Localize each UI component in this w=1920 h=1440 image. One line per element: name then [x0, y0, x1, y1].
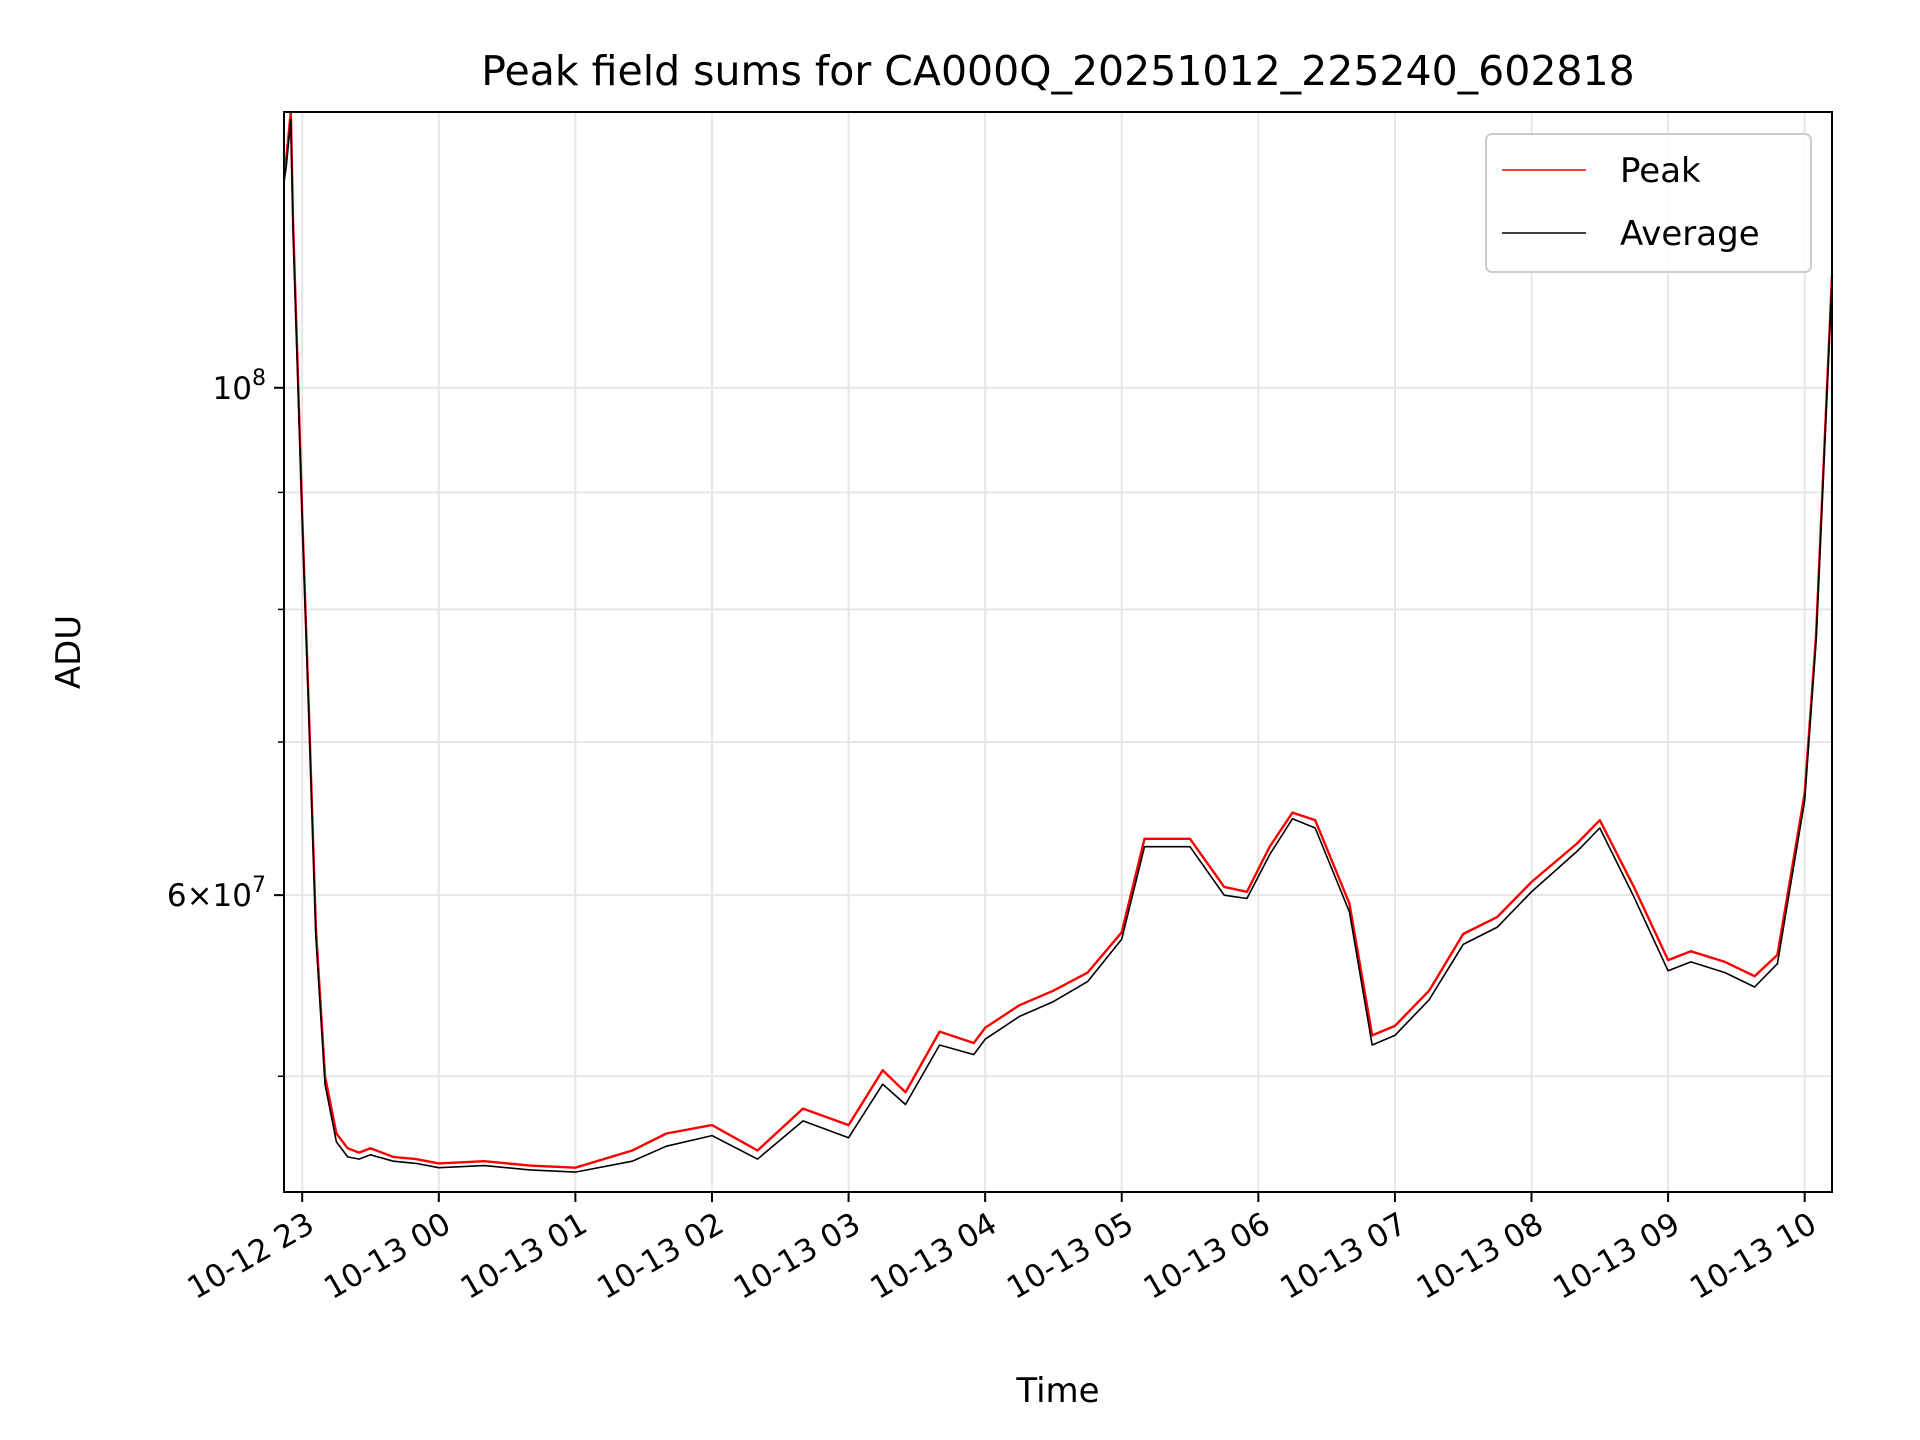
x-tick-label: 10-13 09 [1547, 1206, 1686, 1307]
legend-label-peak: Peak [1620, 151, 1701, 191]
x-tick-label: 10-13 01 [455, 1206, 594, 1307]
x-tick-label: 10-13 05 [1001, 1206, 1140, 1307]
x-axis-label: Time [1015, 1371, 1099, 1411]
x-tick-label: 10-13 00 [318, 1206, 457, 1307]
series-line-average [283, 118, 1833, 1173]
y-axis-label: ADU [49, 615, 89, 689]
chart-title: Peak field sums for CA000Q_20251012_2252… [481, 47, 1634, 95]
x-tick-label: 10-13 04 [864, 1206, 1003, 1307]
legend-label-average: Average [1620, 214, 1760, 254]
x-tick-label: 10-13 06 [1138, 1206, 1277, 1307]
y-tick-label: 108 [213, 366, 266, 407]
series-line-peak [282, 110, 1834, 1169]
x-tick-label: 10-13 07 [1274, 1206, 1413, 1307]
series-layer [282, 110, 1834, 1173]
plot-frame [283, 111, 1833, 1193]
x-tick-label: 10-13 08 [1411, 1206, 1550, 1307]
legend-box [1485, 133, 1812, 273]
x-tick-label: 10-12 23 [181, 1206, 320, 1307]
x-tick-label: 10-13 03 [728, 1206, 867, 1307]
y-tick-label: 6×107 [167, 873, 266, 914]
x-tick-label: 10-13 10 [1684, 1206, 1823, 1307]
x-tick-label: 10-13 02 [591, 1206, 730, 1307]
grid [284, 112, 1832, 1192]
legend: Peak Average [1485, 133, 1812, 273]
